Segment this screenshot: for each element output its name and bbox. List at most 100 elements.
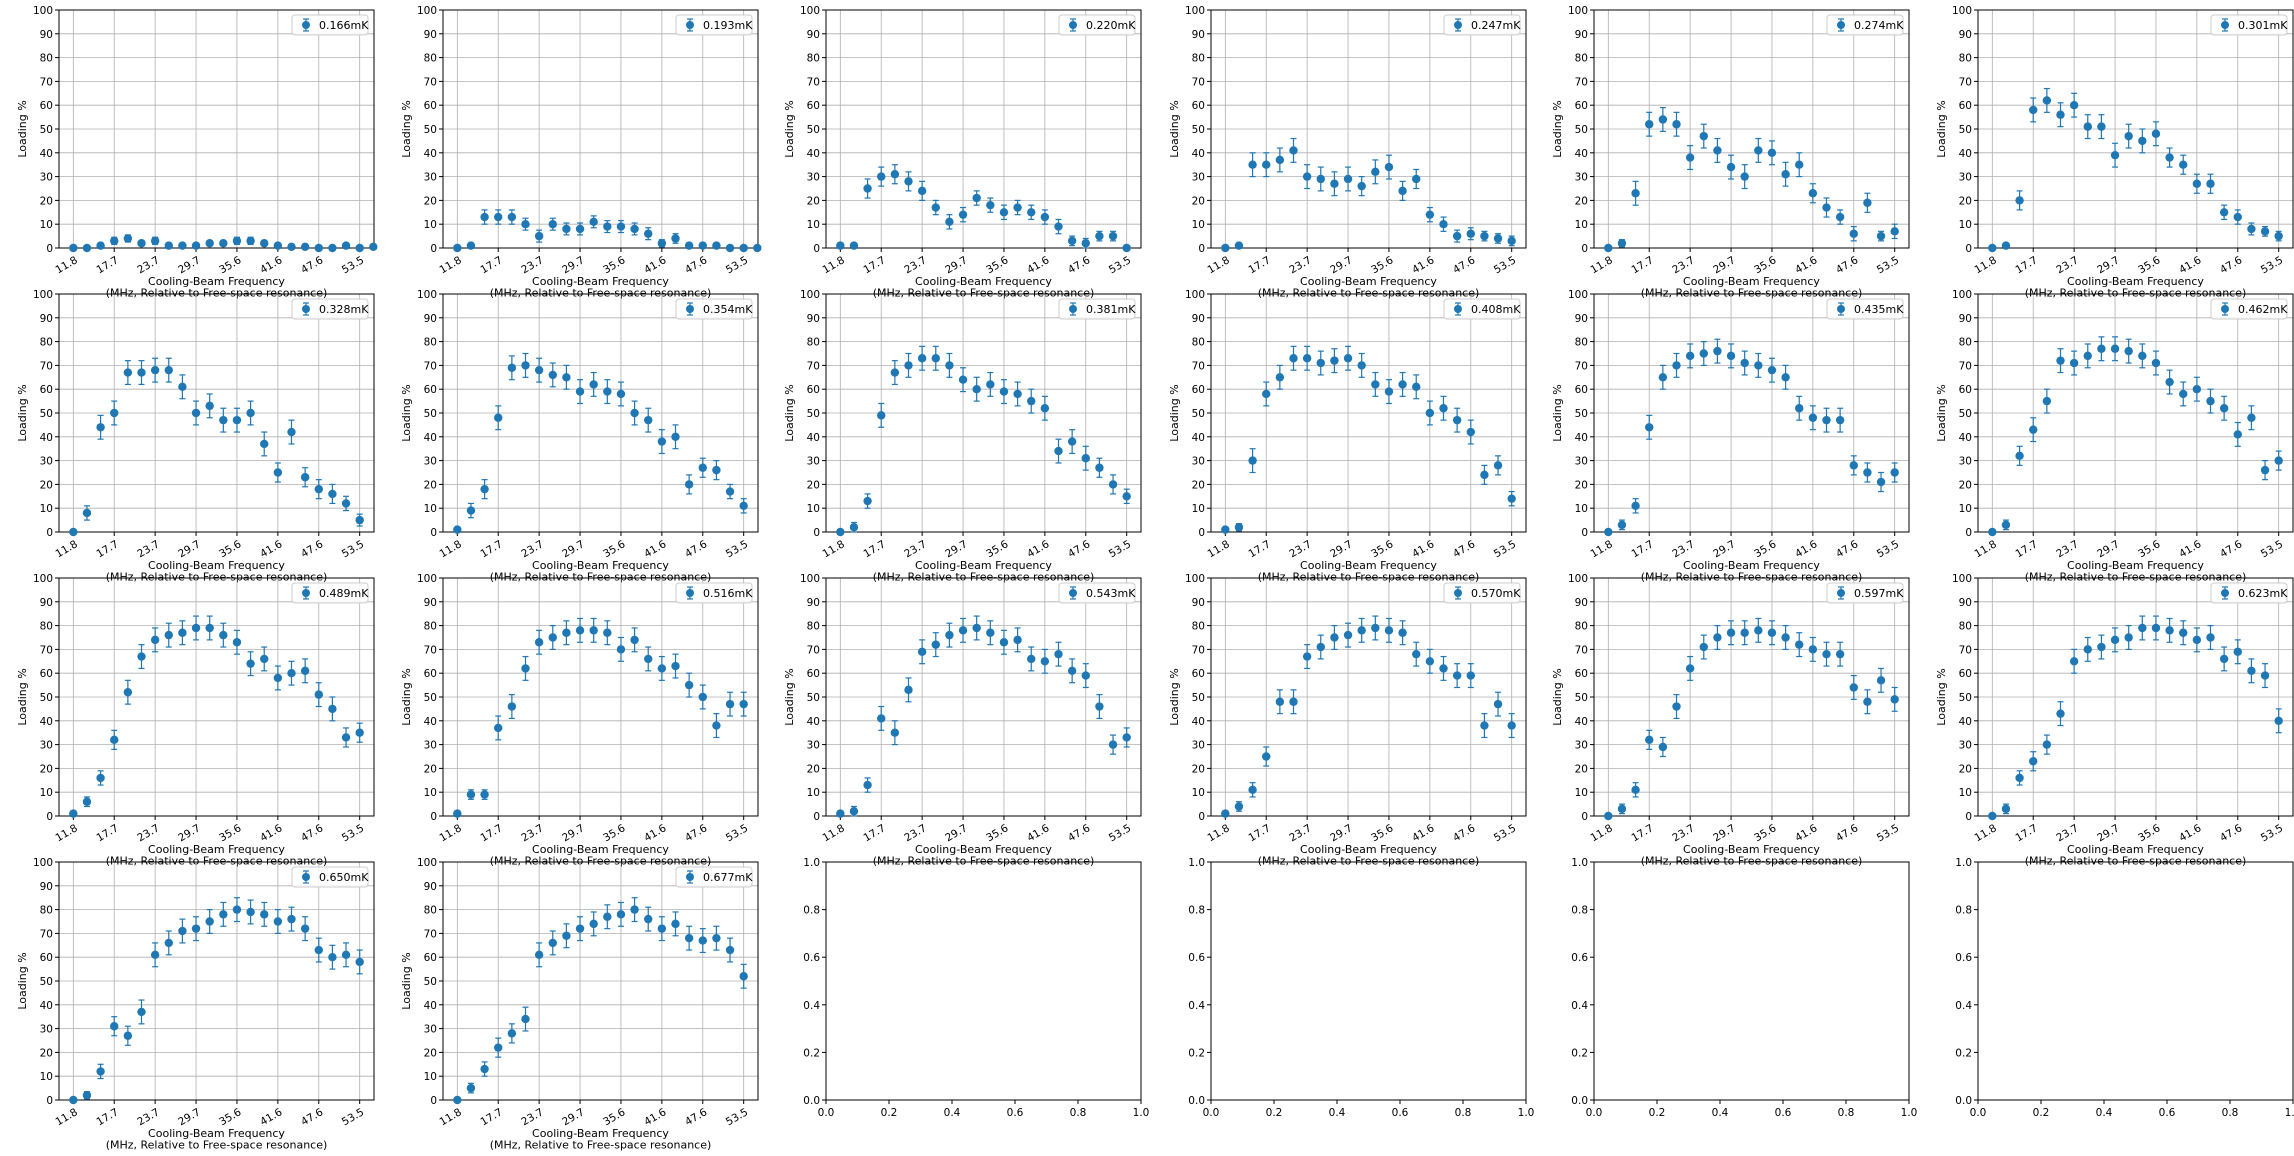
- data-point: [494, 1043, 503, 1052]
- x-tick-label: 17.7: [1629, 822, 1655, 844]
- data-point: [1316, 642, 1325, 652]
- x-tick-label: 23.7: [902, 822, 928, 844]
- x-tick-label: 47.6: [1451, 538, 1478, 560]
- data-point: [82, 797, 92, 806]
- x-tick-label: 0.0: [1203, 1107, 1220, 1119]
- x-tick-label: 0.4: [2096, 1107, 2113, 1119]
- data-point: [2015, 196, 2024, 205]
- data-point: [260, 910, 269, 919]
- data-point: [507, 363, 517, 372]
- data-point: [575, 387, 585, 396]
- x-tick-label: 1.0: [1518, 1107, 1535, 1119]
- y-tick-label: 50: [807, 692, 820, 704]
- x-tick-label: 17.7: [1629, 538, 1655, 560]
- y-tick-label: 20: [1192, 763, 1205, 775]
- y-tick-label: 40: [1959, 432, 1972, 444]
- x-tick-label: 29.7: [176, 254, 202, 276]
- data-point: [96, 1067, 105, 1076]
- data-point: [986, 628, 995, 637]
- data-point: [137, 239, 146, 248]
- x-axis-label: Cooling-Beam Frequency: [915, 843, 1052, 856]
- y-tick-label: 0: [1965, 243, 1972, 255]
- y-tick-label: 0: [46, 527, 53, 539]
- x-axis-label: (MHz, Relative to Free-space resonance): [490, 1139, 712, 1152]
- data-point: [110, 735, 119, 745]
- y-tick-label: 40: [1575, 148, 1588, 160]
- data-point: [1781, 373, 1790, 382]
- x-tick-label: 23.7: [135, 1106, 161, 1128]
- x-axis-label: (MHz, Relative to Free-space resonance): [1258, 287, 1480, 300]
- data-point: [945, 361, 954, 370]
- data-point: [494, 212, 503, 222]
- data-point: [644, 654, 653, 664]
- y-tick-label: 0: [430, 811, 437, 823]
- data-point: [1275, 155, 1285, 165]
- x-tick-label: 17.7: [861, 822, 887, 844]
- y-tick-label: 90: [1959, 597, 1972, 609]
- y-axis-label: Loading %: [16, 952, 29, 1009]
- data-point: [562, 373, 571, 382]
- data-point: [671, 919, 680, 929]
- y-tick-label: 10: [424, 787, 437, 799]
- data-point: [1122, 733, 1131, 742]
- y-tick-label: 90: [40, 597, 53, 609]
- y-tick-label: 60: [1959, 668, 1972, 680]
- y-tick-label: 50: [1959, 408, 1972, 420]
- data-point: [300, 473, 310, 482]
- data-point: [96, 241, 105, 250]
- x-tick-label: 47.6: [1066, 822, 1093, 844]
- data-point: [2206, 179, 2215, 188]
- y-tick-label: 20: [40, 1047, 53, 1059]
- x-tick-label: 35.6: [2136, 822, 2163, 844]
- y-tick-label: 60: [40, 384, 53, 396]
- legend-marker: [686, 589, 694, 597]
- data-point: [191, 623, 201, 633]
- y-tick-label: 40: [40, 1000, 53, 1012]
- y-tick-label: 100: [800, 5, 820, 17]
- data-point: [355, 957, 364, 967]
- data-point: [480, 1064, 489, 1074]
- data-point: [1054, 649, 1063, 659]
- y-tick-label: 100: [1952, 5, 1972, 17]
- data-point: [453, 243, 462, 253]
- data-point: [2056, 110, 2065, 119]
- data-point: [82, 243, 92, 253]
- x-tick-label: 35.6: [984, 822, 1011, 844]
- y-tick-label: 50: [1575, 408, 1588, 420]
- data-point: [1425, 657, 1435, 666]
- data-point: [260, 439, 269, 449]
- data-point: [466, 241, 476, 250]
- data-point: [589, 626, 598, 635]
- data-point: [1108, 740, 1118, 749]
- x-tick-label: 53.5: [1875, 254, 1901, 276]
- data-point: [1876, 231, 1886, 241]
- x-tick-label: 23.7: [519, 822, 545, 844]
- legend-marker: [686, 305, 694, 313]
- data-point: [603, 912, 612, 921]
- data-point: [2192, 385, 2202, 394]
- data-point: [110, 408, 119, 418]
- y-tick-label: 20: [424, 479, 437, 491]
- data-point: [2042, 740, 2052, 749]
- data-point: [616, 389, 626, 399]
- data-point: [2124, 633, 2133, 642]
- data-point: [849, 523, 859, 532]
- y-tick-label: 30: [40, 1024, 53, 1036]
- x-tick-label: 0.4: [1329, 1107, 1346, 1119]
- y-axis-label: Loading %: [783, 100, 796, 157]
- x-tick-label: 0.8: [1070, 1107, 1087, 1119]
- data-point: [1289, 354, 1298, 363]
- data-point: [562, 628, 571, 637]
- x-tick-label: 23.7: [902, 538, 928, 560]
- data-point: [466, 506, 476, 515]
- y-tick-label: 0.0: [1571, 1095, 1588, 1107]
- legend-label: 0.597mK: [1854, 587, 1904, 600]
- data-point: [945, 630, 954, 640]
- y-tick-label: 50: [1575, 692, 1588, 704]
- x-axis-label: Cooling-Beam Frequency: [1683, 275, 1820, 288]
- y-tick-label: 100: [417, 573, 437, 585]
- y-tick-label: 30: [40, 740, 53, 752]
- x-tick-label: 35.6: [217, 538, 244, 560]
- x-tick-label: 47.6: [299, 538, 326, 560]
- data-point: [1248, 456, 1257, 465]
